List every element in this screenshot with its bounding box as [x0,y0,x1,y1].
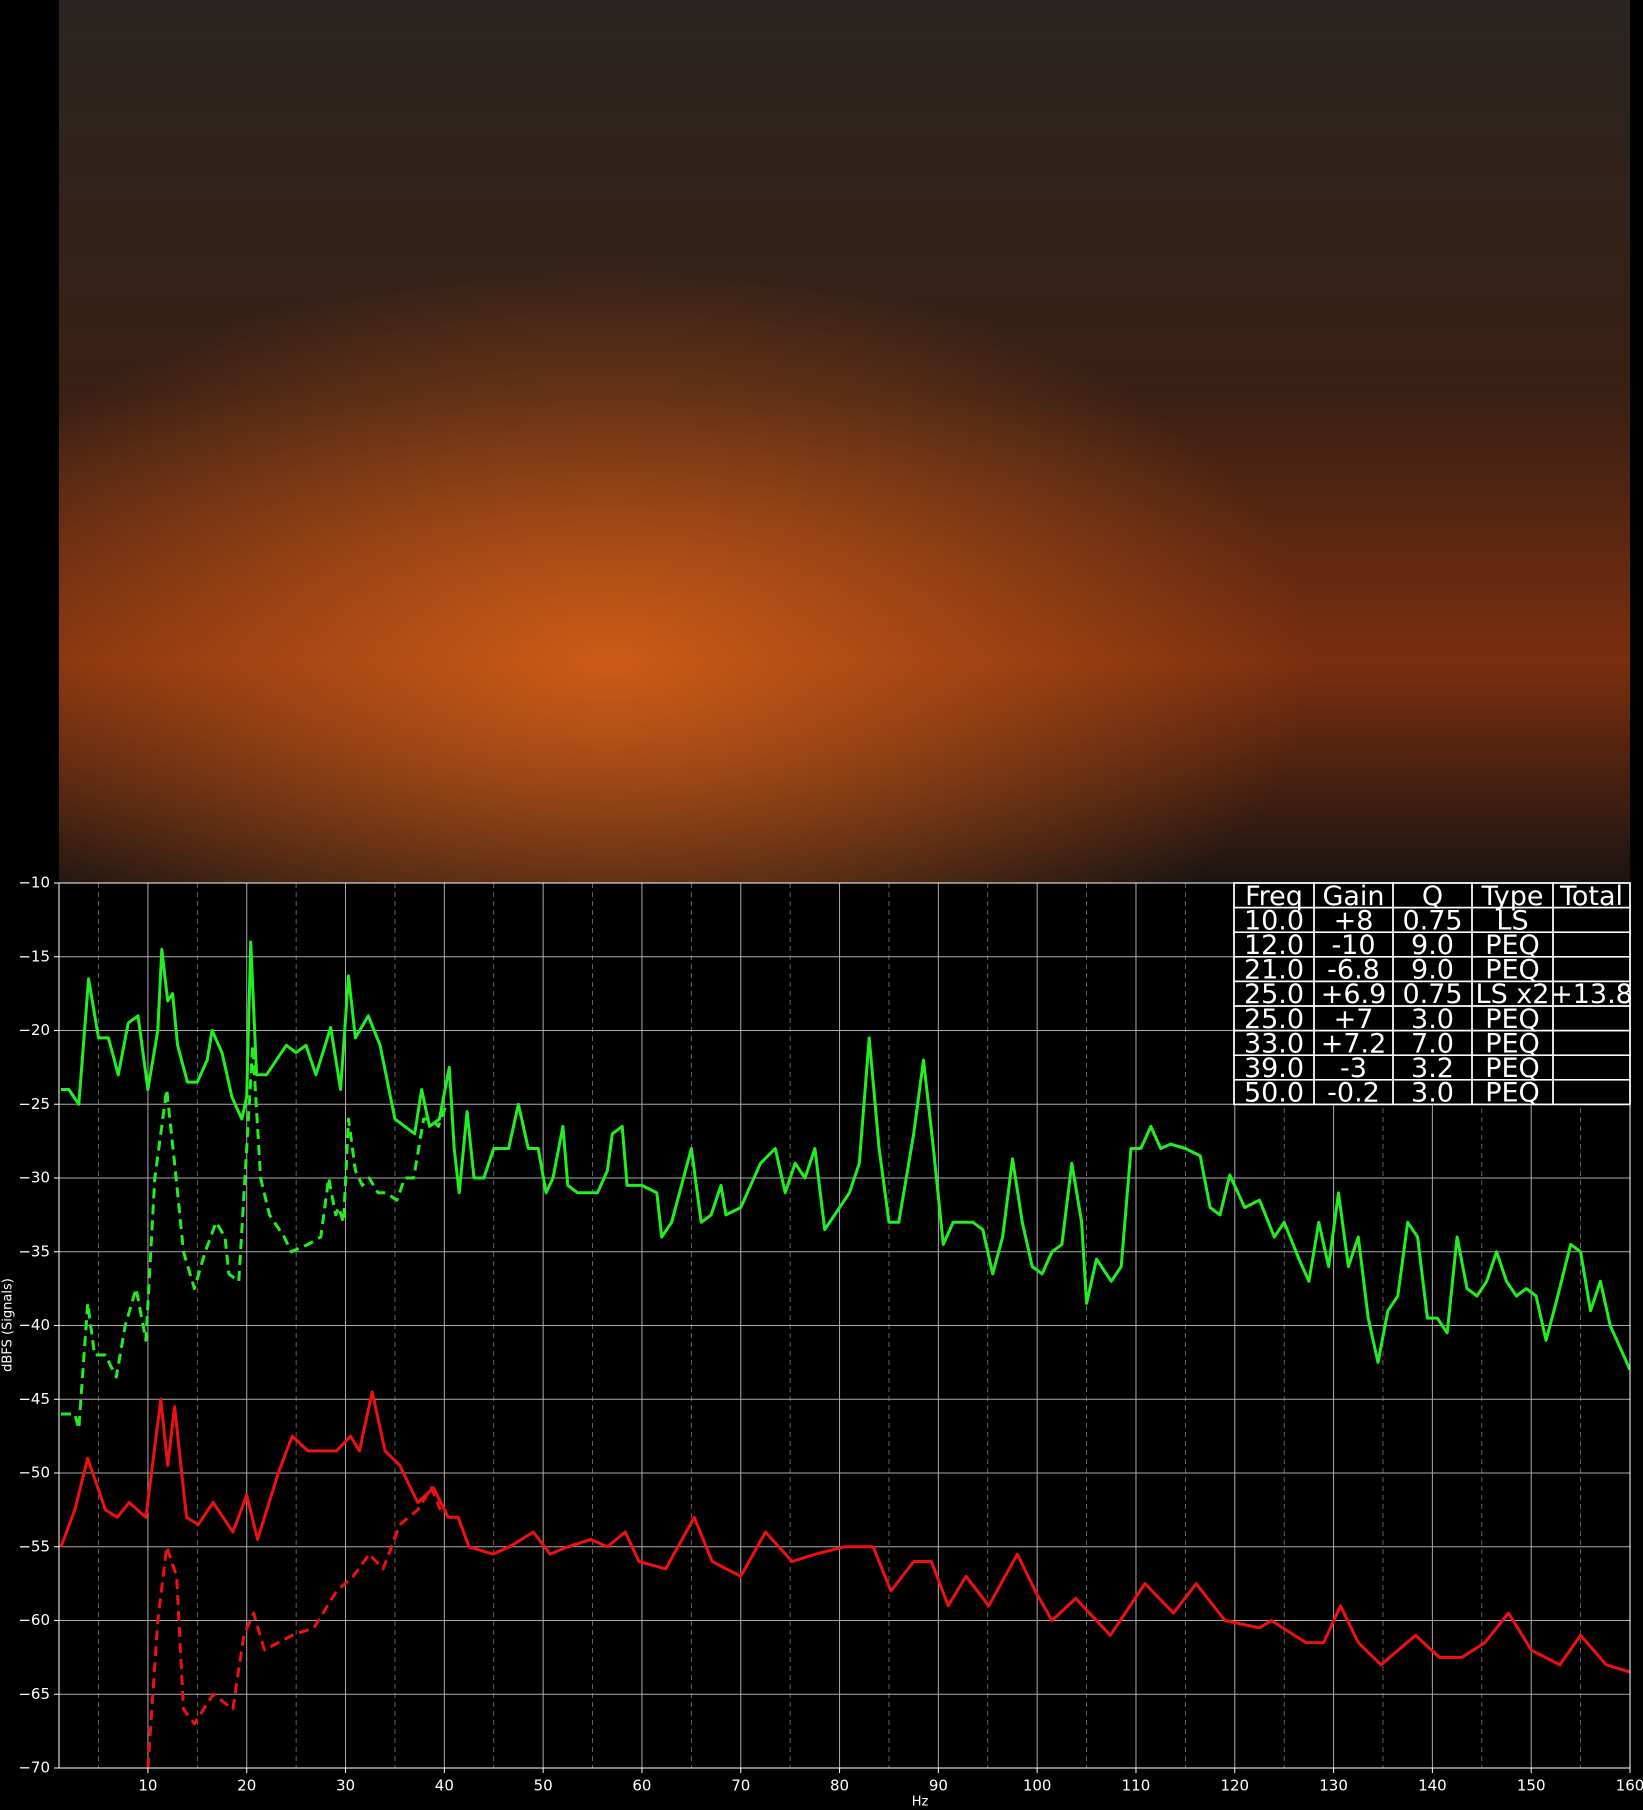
table-cell-text: +7.2 [1321,1028,1387,1059]
y-tick-label: −15 [18,947,50,965]
x-tick-label: 30 [336,1777,355,1795]
y-tick-label: −40 [18,1316,50,1334]
table-cell-text: 0.75 [1402,905,1462,936]
x-tick-label: 60 [632,1777,651,1795]
table-cell-text: LS [1496,905,1528,936]
x-tick-label: 130 [1319,1777,1348,1795]
table-cell-text: 12.0 [1244,930,1304,961]
table-cell-text: PEQ [1485,1053,1540,1084]
x-tick-label: 140 [1418,1777,1447,1795]
table-cell-text: PEQ [1485,955,1540,986]
x-axis-label: Hz [912,1795,929,1810]
x-tick-label: 70 [731,1777,750,1795]
table-cell-text: LS x2 [1476,979,1550,1010]
table-header: Type [1480,881,1543,912]
x-tick-label: 50 [534,1777,553,1795]
table-cell-text: +8 [1334,905,1374,936]
x-tick-label: 100 [1023,1777,1052,1795]
table-header: Q [1422,881,1443,912]
y-tick-label: −65 [18,1685,50,1703]
y-tick-label: −20 [18,1021,50,1039]
axes-frame [58,882,1631,1769]
table-cell-text: 7.0 [1411,1028,1454,1059]
table-cell-text: 25.0 [1244,1004,1304,1035]
x-tick-label: 10 [138,1777,157,1795]
line-series [146,1486,442,1768]
y-tick-label: −10 [18,874,50,892]
table-cell-text: 9.0 [1411,955,1454,986]
table-cell-text: 0.75 [1402,979,1462,1010]
y-tick-label: −55 [18,1537,50,1555]
table-cell-text: -3 [1340,1053,1367,1084]
table-cell-text: 10.0 [1244,905,1304,936]
table-cell-text: 50.0 [1244,1078,1304,1109]
y-tick-label: −60 [18,1611,50,1629]
y-tick-label: −50 [18,1464,50,1482]
table-cell-text: PEQ [1485,1028,1540,1059]
y-tick-label: −25 [18,1095,50,1113]
x-tick-label: 80 [830,1777,849,1795]
line-series [59,1390,1630,1674]
table-cell-text: +7 [1334,1004,1374,1035]
x-tick-label: 150 [1517,1777,1546,1795]
x-tick-label: 120 [1220,1777,1249,1795]
table-cell-text: +13.8 [1550,979,1633,1010]
table-cell-text: +6.9 [1321,979,1387,1010]
table-cell-text: -6.8 [1327,955,1380,986]
table-cell-text: 3.0 [1411,1004,1454,1035]
line-series [61,1043,448,1431]
y-tick-label: −45 [18,1390,50,1408]
x-tick-label: 110 [1122,1777,1151,1795]
table-cell-text: -0.2 [1327,1078,1380,1109]
table-cell-text: 39.0 [1244,1053,1304,1084]
table-header: Freq [1245,881,1303,912]
y-tick-label: −70 [18,1759,50,1777]
table-cell-text: 25.0 [1244,979,1304,1010]
x-tick-label: 160 [1616,1777,1643,1795]
y-tick-label: −30 [18,1169,50,1187]
y-tick-label: −35 [18,1242,50,1260]
table-cell-text: PEQ [1485,1078,1540,1109]
y-axis-label: dBFS (Signals) [1,1278,16,1372]
background-image-glow [59,0,1630,883]
line-series [61,940,1630,1371]
x-tick-label: 90 [929,1777,948,1795]
table-header: Gain [1322,881,1384,912]
table-cell-text: 21.0 [1244,955,1304,986]
table-cell-text: 3.0 [1411,1078,1454,1109]
table-cell-text: -10 [1331,930,1375,961]
eq-table: Freq Gain Q Type Total 10.0 +8 0.75 LS 12.0 -10 9.0… [1233,881,1633,1109]
table-cell [1552,1079,1631,1106]
table-cell-text: PEQ [1485,930,1540,961]
table-header: Total [1559,881,1623,912]
table-cell-text: 3.2 [1411,1053,1454,1084]
table-cell-text: 9.0 [1411,930,1454,961]
table-cell-text: PEQ [1485,1004,1540,1035]
x-tick-label: 20 [237,1777,256,1795]
table-cell-text: 33.0 [1244,1028,1304,1059]
x-tick-label: 40 [435,1777,454,1795]
